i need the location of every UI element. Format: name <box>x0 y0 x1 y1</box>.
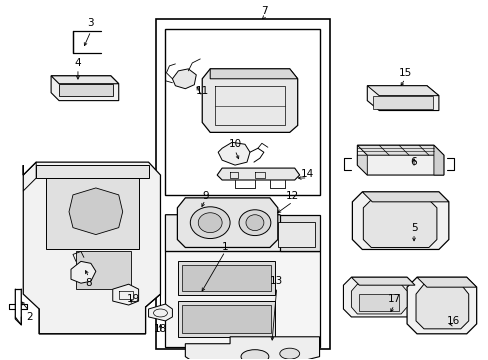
Ellipse shape <box>241 350 268 360</box>
Polygon shape <box>178 301 274 337</box>
Text: 15: 15 <box>398 68 411 78</box>
Polygon shape <box>366 86 438 96</box>
Polygon shape <box>351 284 406 314</box>
Polygon shape <box>148 304 172 321</box>
Polygon shape <box>59 84 113 96</box>
Ellipse shape <box>239 210 270 235</box>
Polygon shape <box>178 261 274 295</box>
Polygon shape <box>165 29 319 195</box>
Ellipse shape <box>279 348 299 359</box>
Polygon shape <box>210 69 297 79</box>
Polygon shape <box>182 265 270 291</box>
Polygon shape <box>185 337 319 360</box>
Ellipse shape <box>245 215 264 231</box>
Text: 8: 8 <box>85 278 92 288</box>
Polygon shape <box>155 19 329 349</box>
Ellipse shape <box>190 207 230 239</box>
Polygon shape <box>362 192 448 202</box>
Polygon shape <box>277 222 314 247</box>
Polygon shape <box>433 145 443 175</box>
Polygon shape <box>363 200 436 247</box>
Polygon shape <box>51 76 119 84</box>
Polygon shape <box>366 86 438 111</box>
Polygon shape <box>357 145 443 155</box>
Polygon shape <box>46 178 138 249</box>
Text: 1: 1 <box>222 243 228 252</box>
Polygon shape <box>343 277 414 317</box>
Polygon shape <box>406 277 476 334</box>
Polygon shape <box>51 76 119 100</box>
Text: 13: 13 <box>270 276 283 286</box>
Text: 14: 14 <box>301 169 314 179</box>
Ellipse shape <box>198 213 222 233</box>
Polygon shape <box>352 192 448 249</box>
Text: 10: 10 <box>228 139 241 149</box>
Polygon shape <box>165 251 319 347</box>
Text: 16: 16 <box>446 316 460 326</box>
Text: 9: 9 <box>202 191 208 201</box>
Text: 12: 12 <box>285 191 299 201</box>
Text: 3: 3 <box>87 18 94 28</box>
Polygon shape <box>218 142 249 165</box>
Text: 7: 7 <box>261 6 267 16</box>
Polygon shape <box>177 198 277 247</box>
Text: 19: 19 <box>127 294 140 304</box>
Polygon shape <box>217 168 299 180</box>
Text: 5: 5 <box>410 222 416 233</box>
Polygon shape <box>71 261 96 283</box>
Text: 17: 17 <box>386 294 400 304</box>
Polygon shape <box>359 294 398 311</box>
Polygon shape <box>415 284 468 329</box>
Polygon shape <box>351 277 414 285</box>
Polygon shape <box>36 165 148 178</box>
Text: 6: 6 <box>410 157 416 167</box>
Text: 2: 2 <box>26 312 33 322</box>
Polygon shape <box>372 96 432 109</box>
Polygon shape <box>69 188 122 235</box>
Polygon shape <box>202 69 297 132</box>
Polygon shape <box>357 155 366 175</box>
Text: 18: 18 <box>154 324 167 334</box>
Polygon shape <box>165 215 319 251</box>
Text: 11: 11 <box>195 86 208 96</box>
Polygon shape <box>279 215 319 251</box>
Polygon shape <box>416 277 476 287</box>
Polygon shape <box>182 305 270 333</box>
Polygon shape <box>23 162 160 334</box>
Text: 4: 4 <box>75 58 81 68</box>
Polygon shape <box>113 284 138 305</box>
Polygon shape <box>357 145 443 175</box>
Polygon shape <box>76 251 130 289</box>
Polygon shape <box>172 69 196 89</box>
